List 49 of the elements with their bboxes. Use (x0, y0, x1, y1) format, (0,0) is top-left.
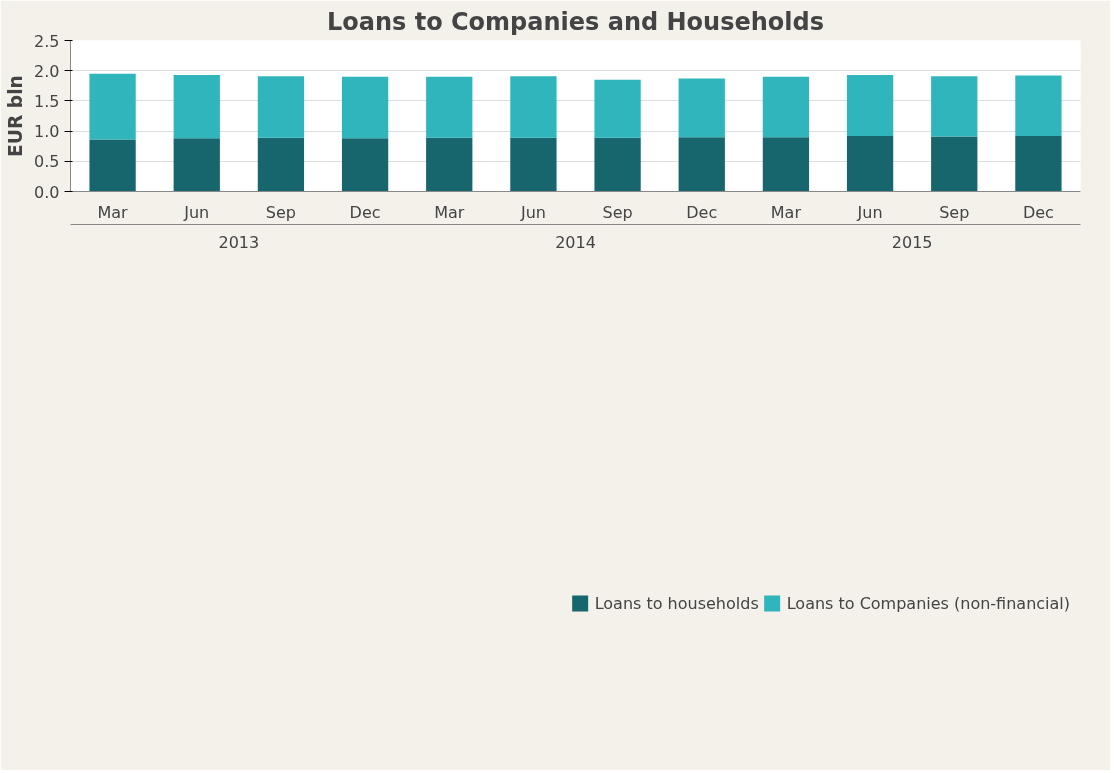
bar (1015, 75, 1062, 136)
y-tick-label: 1.0 (34, 122, 60, 142)
text: 2013 (218, 232, 260, 252)
bar (931, 76, 978, 137)
text: 2014 (555, 232, 596, 252)
x-tick-label: Mar (770, 202, 802, 222)
bar (426, 76, 473, 138)
bar (1015, 135, 1062, 192)
bar (846, 135, 894, 192)
bar (678, 137, 725, 192)
x-tick-label: Dec (349, 202, 381, 222)
bar (341, 76, 389, 139)
x-tick-label: Dec (686, 202, 718, 222)
bar (594, 79, 641, 138)
text: 2015 (891, 232, 933, 252)
bar (510, 76, 557, 138)
x-tick-label: Jun (519, 202, 546, 222)
y-tick-label: 2.5 (34, 31, 60, 51)
bar (762, 76, 810, 138)
bar (257, 76, 305, 138)
bar (931, 136, 978, 192)
bar (846, 74, 894, 136)
x-tick-label: Sep (602, 202, 633, 222)
bar (257, 137, 305, 192)
x-tick-label: Dec (1022, 202, 1054, 222)
bar (426, 137, 473, 192)
bar (89, 73, 136, 140)
y-tick-label: 1.5 (34, 91, 60, 111)
legend-label: Loans to Companies (non-financial) (786, 593, 1070, 613)
x-tick-label: Jun (183, 202, 210, 222)
x-tick-label: Mar (97, 202, 129, 222)
x-tick-label: Mar (434, 202, 465, 222)
x-tick-label: Sep (939, 202, 970, 222)
legend-label: Loans to households (594, 593, 759, 613)
bar (510, 137, 557, 192)
x-tick-label: Sep (265, 202, 296, 222)
bar (173, 138, 220, 192)
bar (594, 137, 641, 192)
bar (89, 139, 136, 192)
bar (762, 137, 810, 192)
bar (341, 138, 389, 192)
bar (678, 78, 725, 138)
bar (173, 74, 220, 139)
y-axis-title: EUR bln (5, 75, 27, 157)
chart-title: Loans to Companies and Households (326, 7, 825, 36)
y-tick-label: 0.5 (34, 152, 60, 172)
y-tick-label: 0.0 (34, 182, 60, 202)
x-tick-label: Jun (856, 202, 883, 222)
y-tick-label: 2.0 (34, 61, 60, 81)
